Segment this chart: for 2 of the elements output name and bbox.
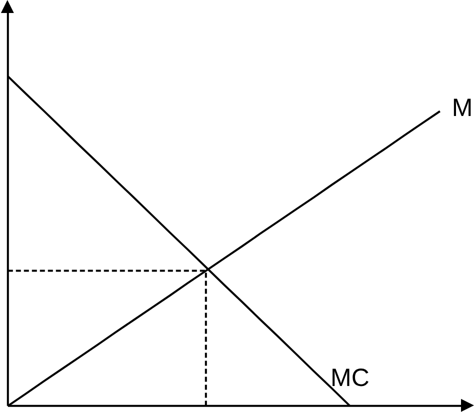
series-label: M [452,94,473,122]
series-label: MC [330,364,370,392]
